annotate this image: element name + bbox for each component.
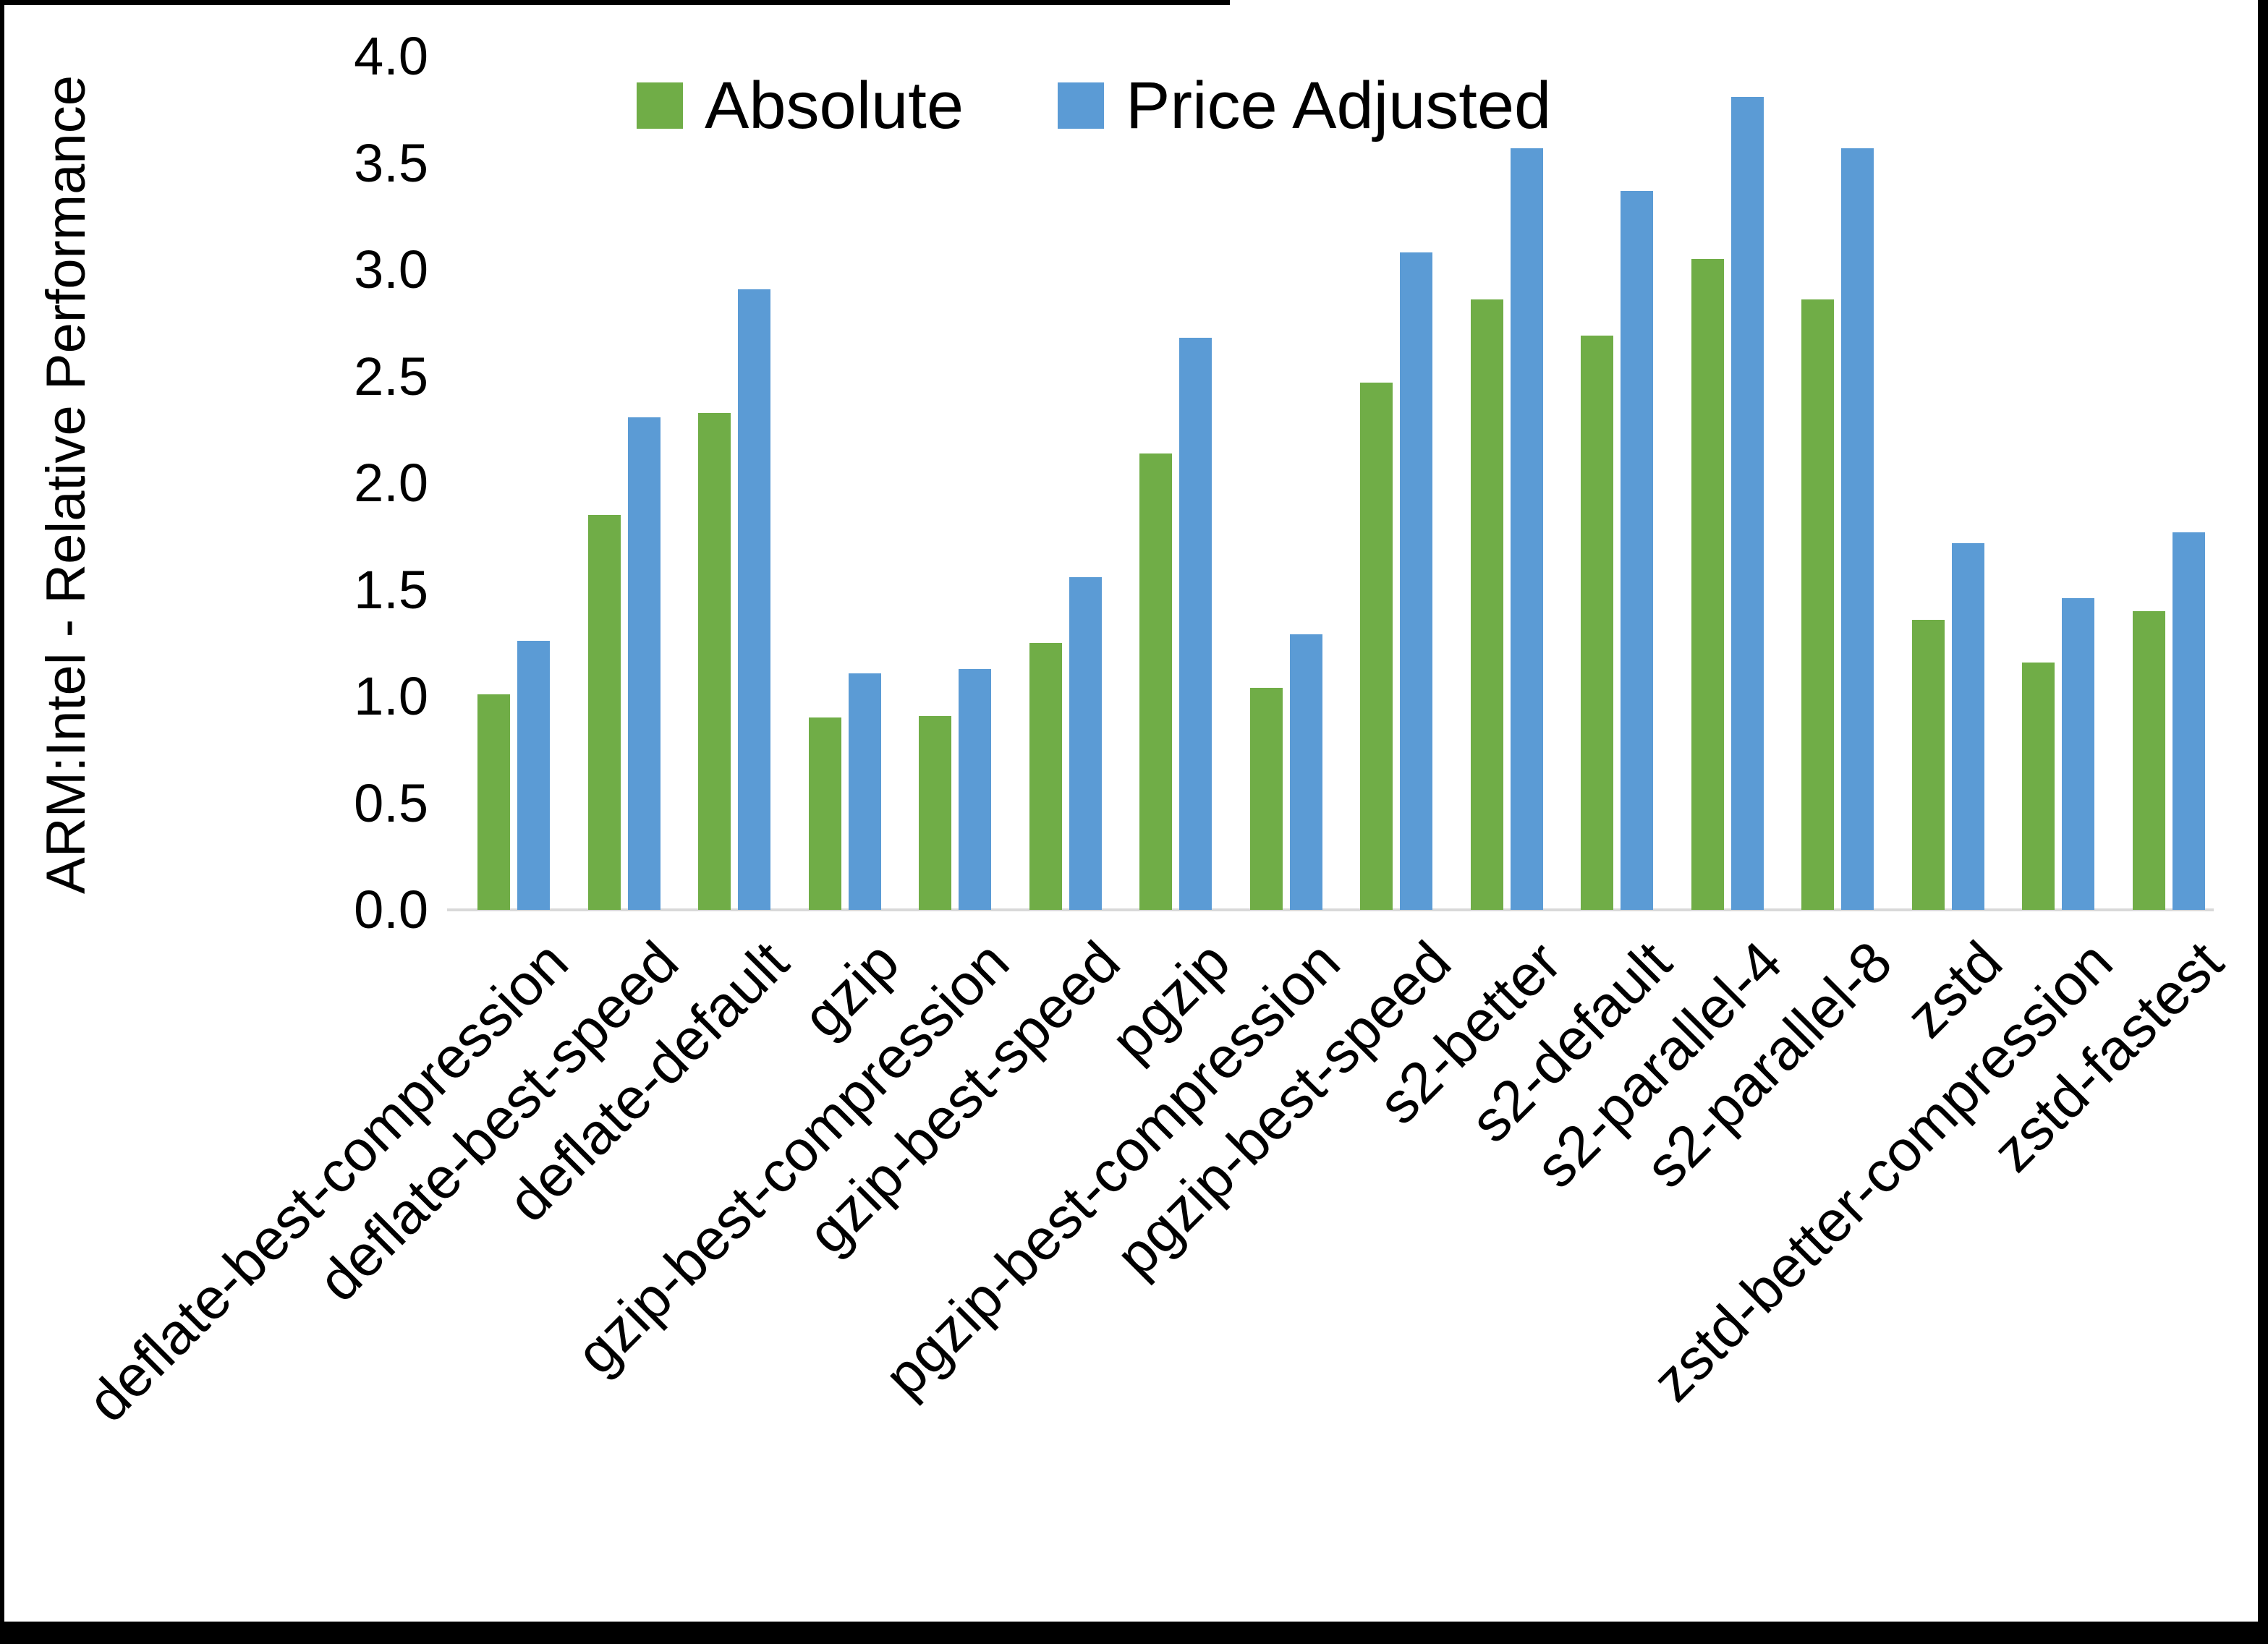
bar-s2-better-price-adjusted [1510,148,1543,910]
y-axis-tick-labels: 0.0 0.5 1.0 1.5 2.0 2.5 3.0 3.5 4.0 [0,0,428,1013]
bar-gzip-best-compression-price-adjusted [959,669,992,910]
bar-zstd-better-compression-price-adjusted [2062,598,2095,910]
bar-gzip-best-speed-absolute [1029,643,1062,910]
bar-pgzip-best-speed-price-adjusted [1400,252,1433,910]
bar-pgzip-best-compression-price-adjusted [1289,634,1322,910]
plot-area [447,56,2224,911]
y-tick-label: 4.0 [354,26,428,86]
y-tick-label: 2.0 [354,453,428,513]
y-tick-label: 0.0 [354,880,428,940]
bar-deflate-default-absolute [698,413,731,910]
y-tick-label: 3.5 [354,132,428,193]
bar-gzip-price-adjusted [848,673,881,910]
frame-top-edge [0,0,1230,5]
bar-deflate-best-compression-absolute [477,694,511,910]
legend-swatch-price-adjusted [1058,82,1105,129]
bar-s2-parallel-4-absolute [1691,259,1724,910]
y-tick-label: 3.0 [354,239,428,299]
bar-zstd-fastest-price-adjusted [2172,532,2205,910]
x-axis-category-labels: deflate-best-compression deflate-best-spe… [75,929,2235,1624]
bar-gzip-best-compression-absolute [919,716,952,910]
bar-deflate-best-compression-price-adjusted [517,641,551,910]
bar-pgzip-best-compression-absolute [1249,688,1283,910]
x-axis-line [447,908,2214,911]
y-tick-label: 1.5 [354,559,428,620]
frame-left-edge [0,0,4,1622]
y-tick-label: 1.0 [354,666,428,726]
bar-pgzip-absolute [1139,453,1173,910]
bar-s2-parallel-8-price-adjusted [1841,148,1874,910]
bar-gzip-absolute [808,717,841,910]
bar-zstd-fastest-absolute [2132,611,2165,910]
bar-deflate-best-speed-absolute [587,515,621,910]
legend: Absolute Price Adjusted [637,69,1551,142]
frame-right-edge [2258,0,2268,1644]
frame-bottom-edge [0,1622,2268,1644]
bar-pgzip-best-speed-absolute [1360,383,1393,910]
bar-s2-parallel-8-absolute [1801,299,1835,910]
legend-item-absolute: Absolute [637,69,964,142]
bar-deflate-best-speed-price-adjusted [627,417,661,910]
bar-zstd-absolute [1911,620,1945,910]
bar-s2-better-absolute [1470,299,1503,910]
bar-s2-default-absolute [1581,336,1614,910]
y-tick-label: 0.5 [354,772,428,833]
bar-pgzip-price-adjusted [1179,338,1212,910]
legend-label-price-adjusted: Price Adjusted [1126,69,1552,142]
bar-zstd-price-adjusted [1951,543,1984,910]
bar-s2-default-price-adjusted [1621,191,1654,910]
legend-label-absolute: Absolute [705,69,964,142]
legend-swatch-absolute [637,82,683,129]
bar-deflate-default-price-adjusted [738,289,771,910]
y-tick-label: 2.5 [354,346,428,406]
bar-gzip-best-speed-price-adjusted [1069,577,1102,910]
legend-item-price-adjusted: Price Adjusted [1058,69,1551,142]
bar-s2-parallel-4-price-adjusted [1730,97,1764,910]
bar-zstd-better-compression-absolute [2022,663,2055,910]
